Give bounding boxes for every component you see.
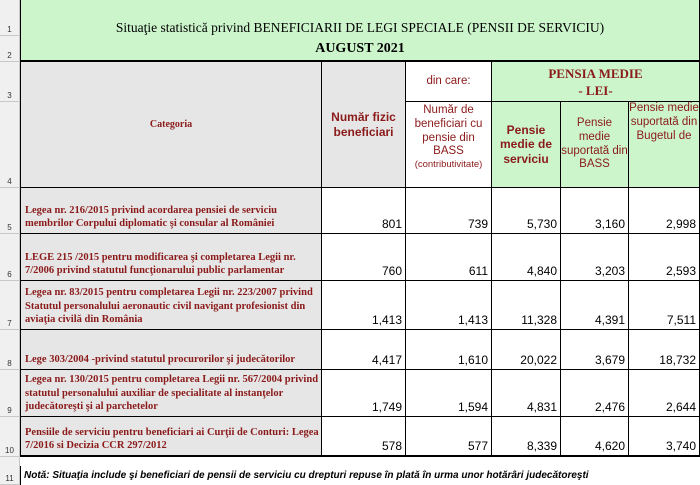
- row-header-1[interactable]: 1: [0, 0, 20, 36]
- cell-numar-bass[interactable]: 1,413: [406, 281, 492, 330]
- cell-pensie-buget[interactable]: 2,998: [629, 188, 700, 234]
- header-pensie-bass[interactable]: Pensie medie suportată din BASS: [561, 102, 629, 188]
- header-numar-fizic-label: Număr fizic beneficiari: [331, 110, 396, 139]
- header-pensie-buget-label: Pensie medie suportată din Bugetul de: [629, 102, 699, 142]
- row-header-11[interactable]: 11: [0, 457, 20, 485]
- cell-numar-bass[interactable]: 577: [406, 417, 492, 457]
- cell-numar-fizic[interactable]: 760: [322, 234, 406, 281]
- row-header-6[interactable]: 6: [0, 234, 20, 281]
- header-categoria[interactable]: Categoria: [20, 62, 322, 188]
- row-label-lege-130-2015[interactable]: Legea nr. 130/2015 pentru completarea Le…: [20, 370, 322, 417]
- row-header-3[interactable]: 3: [0, 62, 20, 102]
- header-pensie-serviciu[interactable]: Pensie medie de serviciu: [492, 102, 561, 188]
- header-categoria-label: Categoria: [149, 119, 193, 130]
- cell-numar-bass[interactable]: 739: [406, 188, 492, 234]
- cell-numar-bass[interactable]: 1,610: [406, 330, 492, 370]
- row-header-2[interactable]: 2: [0, 36, 20, 62]
- cell-pensie-bass[interactable]: 4,620: [561, 417, 629, 457]
- report-period: AUGUST 2021: [315, 41, 405, 56]
- cell-numar-fizic[interactable]: 4,417: [322, 330, 406, 370]
- cell-numar-fizic[interactable]: 578: [322, 417, 406, 457]
- cell-pensie-bass[interactable]: 2,476: [561, 370, 629, 417]
- header-pensie-serviciu-label: Pensie medie de serviciu: [499, 122, 553, 166]
- header-pensia-medie[interactable]: PENSIA MEDIE - LEI-: [492, 62, 700, 102]
- cell-pensie-buget[interactable]: 2,593: [629, 234, 700, 281]
- report-title: Situaţie statistică privind BENEFICIARII…: [115, 20, 605, 35]
- header-din-care-label: din care:: [426, 74, 471, 87]
- cell-pensie-bass[interactable]: 3,160: [561, 188, 629, 234]
- cell-pensie-buget[interactable]: 3,740: [629, 417, 700, 457]
- cell-pensie-bass[interactable]: 3,679: [561, 330, 629, 370]
- row-header-9[interactable]: 9: [0, 370, 20, 417]
- row-header-10[interactable]: 10: [0, 417, 20, 457]
- row-label-lege-303-2004[interactable]: Lege 303/2004 -privind statutul procuror…: [20, 330, 322, 370]
- cell-pensie-serviciu[interactable]: 8,339: [492, 417, 561, 457]
- title-block: Situaţie statistică privind BENEFICIARII…: [20, 0, 700, 62]
- header-pensie-buget[interactable]: Pensie medie suportată din Bugetul de: [629, 102, 700, 188]
- cell-numar-bass[interactable]: 611: [406, 234, 492, 281]
- cell-pensie-buget[interactable]: 2,644: [629, 370, 700, 417]
- cell-pensie-serviciu[interactable]: 11,328: [492, 281, 561, 330]
- header-pensia-medie-label: PENSIA MEDIE: [548, 66, 643, 81]
- row-label-lege-216-2015[interactable]: Legea nr. 216/2015 privind acordarea pen…: [20, 188, 322, 234]
- header-din-care[interactable]: din care:: [406, 62, 492, 102]
- footnote: Notă: Situaţia include şi beneficiari de…: [20, 466, 700, 485]
- header-numar-bass-note: (contributivitate): [414, 159, 483, 171]
- header-lei-label: - LEI-: [578, 83, 613, 98]
- row-header-7[interactable]: 7: [0, 281, 20, 330]
- cell-pensie-serviciu[interactable]: 20,022: [492, 330, 561, 370]
- cell-pensie-serviciu[interactable]: 5,730: [492, 188, 561, 234]
- row-label-curtea-de-conturi[interactable]: Pensiile de serviciu pentru beneficiari …: [20, 417, 322, 457]
- cell-pensie-bass[interactable]: 4,391: [561, 281, 629, 330]
- cell-numar-bass[interactable]: 1,594: [406, 370, 492, 417]
- row-header-4[interactable]: 4: [0, 102, 20, 188]
- cell-pensie-serviciu[interactable]: 4,840: [492, 234, 561, 281]
- cell-pensie-buget[interactable]: 18,732: [629, 330, 700, 370]
- cell-numar-fizic[interactable]: 801: [322, 188, 406, 234]
- cell-numar-fizic[interactable]: 1,749: [322, 370, 406, 417]
- header-numar-bass[interactable]: Număr de beneficiari cu pensie din BASS …: [406, 102, 492, 188]
- header-numar-fizic[interactable]: Număr fizic beneficiari: [322, 62, 406, 188]
- row-header-5[interactable]: 5: [0, 188, 20, 234]
- header-numar-bass-label: Număr de beneficiari cu pensie din BASS: [414, 104, 483, 158]
- cell-pensie-bass[interactable]: 3,203: [561, 234, 629, 281]
- row-header-8[interactable]: 8: [0, 330, 20, 370]
- cell-pensie-serviciu[interactable]: 4,831: [492, 370, 561, 417]
- cell-numar-fizic[interactable]: 1,413: [322, 281, 406, 330]
- row-label-lege-83-2015[interactable]: Legea nr. 83/2015 pentru completarea Leg…: [20, 281, 322, 330]
- row-label-lege-215-2015[interactable]: LEGE 215 /2015 pentru modificarea şi com…: [20, 234, 322, 281]
- header-pensie-bass-label: Pensie medie suportată din BASS: [561, 116, 628, 171]
- cell-pensie-buget[interactable]: 7,511: [629, 281, 700, 330]
